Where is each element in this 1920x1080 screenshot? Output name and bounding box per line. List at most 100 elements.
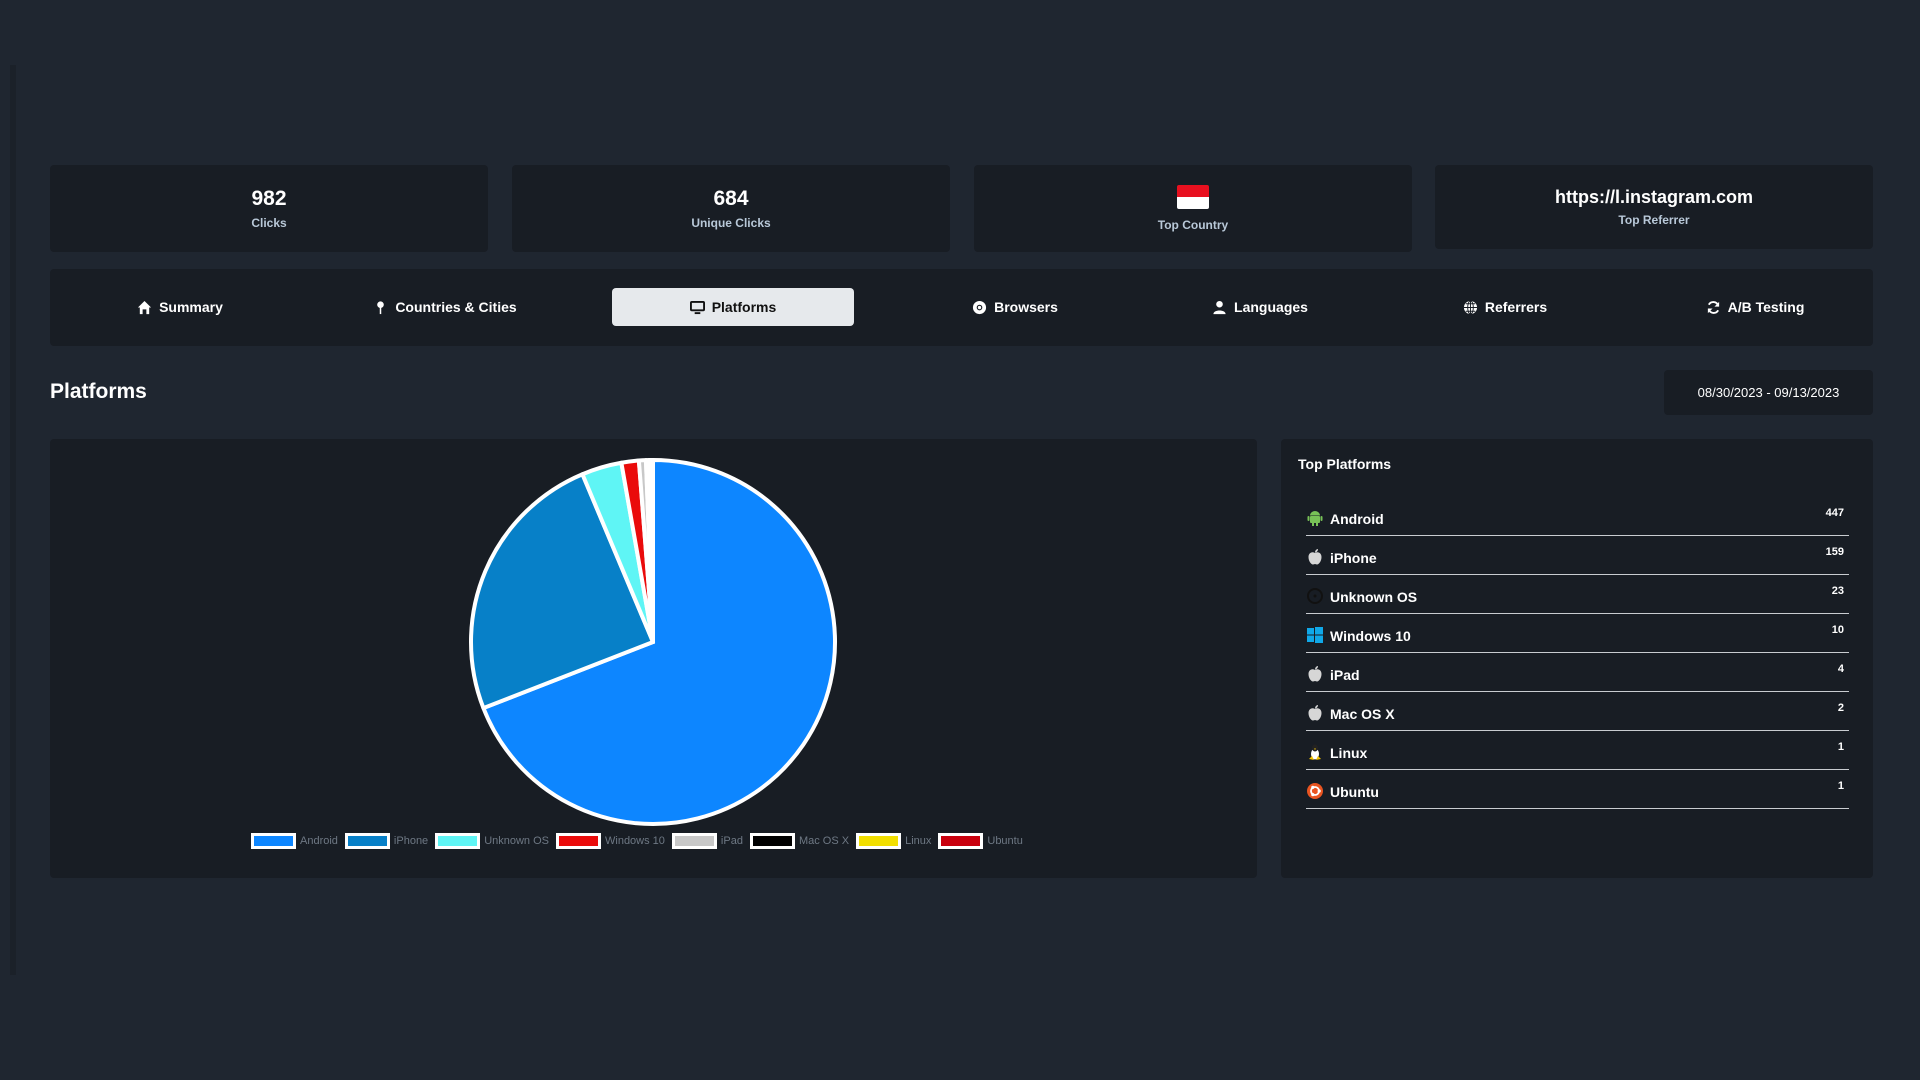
- platform-count: 1: [1837, 780, 1844, 792]
- globe-icon: [1463, 299, 1477, 315]
- legend-label: Mac OS X: [798, 835, 850, 847]
- legend-swatch: [749, 833, 795, 849]
- apple-icon: [1306, 548, 1324, 566]
- tab-countries-label: Countries & Cities: [395, 299, 517, 315]
- tab-ab-testing-label: A/B Testing: [1727, 299, 1805, 315]
- platform-row-iphone: iPhone 159: [1306, 536, 1849, 575]
- legend-item[interactable]: iPhone: [344, 833, 429, 849]
- legend-item[interactable]: Mac OS X: [749, 833, 850, 849]
- clicks-card: 982 Clicks: [50, 165, 488, 252]
- legend-item[interactable]: iPad: [671, 833, 743, 849]
- tab-platforms-label: Platforms: [711, 299, 777, 315]
- tab-bar: Summary Countries & Cities Platforms Bro…: [50, 269, 1873, 346]
- platform-count: 10: [1831, 624, 1844, 636]
- top-referrer-label: Top Referrer: [1618, 213, 1690, 227]
- date-range-picker[interactable]: 08/30/2023 - 09/13/2023: [1664, 370, 1873, 415]
- legend-label: Linux: [905, 835, 932, 847]
- tab-platforms[interactable]: Platforms: [612, 288, 854, 326]
- unique-clicks-value: 684: [713, 187, 749, 210]
- sync-icon: [1707, 300, 1719, 314]
- indonesia-flag-icon: [1177, 185, 1209, 209]
- tab-referrers[interactable]: Referrers: [1420, 288, 1590, 326]
- top-country-card: Top Country: [974, 165, 1412, 252]
- platform-row-android: Android 447: [1306, 497, 1849, 536]
- legend-item[interactable]: Android: [251, 833, 338, 849]
- platform-row-ipad: iPad 4: [1306, 653, 1849, 692]
- legend-swatch: [938, 833, 984, 849]
- platforms-pie-chart: [469, 458, 837, 826]
- pie-slice-iphone[interactable]: [469, 472, 655, 711]
- top-platforms-title: Top Platforms: [1298, 456, 1392, 472]
- platform-count: 2: [1837, 702, 1844, 714]
- legend-label: Windows 10: [605, 835, 665, 847]
- tab-summary[interactable]: Summary: [95, 288, 265, 326]
- platform-name: Ubuntu: [1330, 784, 1379, 800]
- chrome-icon: [973, 300, 987, 314]
- platform-row-windows-10: Windows 10 10: [1306, 614, 1849, 653]
- top-platforms-panel: Top Platforms Android 447 iPhone 159 Unknown…: [1281, 439, 1873, 878]
- legend-label: iPhone: [393, 835, 429, 847]
- platform-row-unknown-os: Unknown OS 23: [1306, 575, 1849, 614]
- legend-swatch: [671, 833, 717, 849]
- legend-item[interactable]: Ubuntu: [938, 833, 1023, 849]
- chart-legend: Android iPhone Unknown OS Windows 10 iPad Mac…: [50, 833, 1257, 849]
- platforms-chart-panel: Android iPhone Unknown OS Windows 10 iPad Mac…: [50, 439, 1257, 878]
- legend-swatch: [344, 833, 390, 849]
- legend-item[interactable]: Windows 10: [556, 833, 665, 849]
- tab-browsers[interactable]: Browsers: [930, 288, 1100, 326]
- side-strip: [10, 65, 16, 975]
- legend-swatch: [856, 833, 902, 849]
- home-icon: [138, 300, 152, 314]
- tab-summary-label: Summary: [159, 299, 223, 315]
- legend-label: Android: [300, 835, 338, 847]
- tab-ab-testing[interactable]: A/B Testing: [1670, 288, 1840, 326]
- platform-name: iPhone: [1330, 550, 1377, 566]
- pie-slice-android[interactable]: [481, 458, 837, 826]
- platform-name: iPad: [1330, 667, 1360, 683]
- platform-name: Android: [1330, 511, 1384, 527]
- page-title: Platforms: [50, 380, 147, 403]
- platform-name: Windows 10: [1330, 628, 1411, 644]
- legend-item[interactable]: Unknown OS: [435, 833, 549, 849]
- platform-row-ubuntu: Ubuntu 1: [1306, 770, 1849, 809]
- legend-swatch: [251, 833, 296, 849]
- legend-label: iPad: [720, 835, 743, 847]
- tab-languages[interactable]: Languages: [1175, 288, 1345, 326]
- platform-row-linux: Linux 1: [1306, 731, 1849, 770]
- platform-count: 1: [1837, 741, 1844, 753]
- tab-browsers-label: Browsers: [994, 299, 1058, 315]
- top-referrer-card: https://l.instagram.com Top Referrer: [1435, 165, 1873, 249]
- ubuntu-icon: [1306, 782, 1324, 800]
- platform-row-mac-os-x: Mac OS X 2: [1306, 692, 1849, 731]
- user-icon: [1213, 300, 1226, 314]
- top-country-label: Top Country: [1157, 218, 1229, 232]
- tab-countries-cities[interactable]: Countries & Cities: [340, 288, 550, 326]
- android-icon: [1306, 509, 1324, 527]
- platform-count: 23: [1831, 585, 1844, 597]
- linux-icon: [1306, 743, 1324, 761]
- apple-icon: [1306, 704, 1324, 722]
- clicks-label: Clicks: [251, 216, 287, 230]
- map-pin-icon: [377, 300, 385, 314]
- windows-icon: [1306, 626, 1324, 644]
- pie-slice-ubuntu[interactable]: [649, 458, 655, 644]
- platform-count: 159: [1825, 546, 1844, 558]
- legend-swatch: [556, 833, 601, 849]
- legend-swatch: [435, 833, 481, 849]
- top-referrer-value[interactable]: https://l.instagram.com: [1554, 187, 1754, 207]
- legend-item[interactable]: Linux: [856, 833, 931, 849]
- platform-name: Mac OS X: [1330, 706, 1395, 722]
- tab-referrers-label: Referrers: [1484, 299, 1548, 315]
- unique-clicks-label: Unique Clicks: [691, 216, 771, 230]
- platform-name: Linux: [1330, 745, 1368, 761]
- unknown-os-icon: [1306, 587, 1324, 605]
- legend-label: Unknown OS: [484, 835, 549, 847]
- platform-name: Unknown OS: [1330, 589, 1418, 605]
- unique-clicks-card: 684 Unique Clicks: [512, 165, 950, 252]
- apple-icon: [1306, 665, 1324, 683]
- tab-languages-label: Languages: [1234, 299, 1308, 315]
- platform-count: 447: [1825, 507, 1844, 519]
- monitor-icon: [689, 300, 705, 314]
- clicks-value: 982: [251, 187, 287, 210]
- legend-label: Ubuntu: [987, 835, 1023, 847]
